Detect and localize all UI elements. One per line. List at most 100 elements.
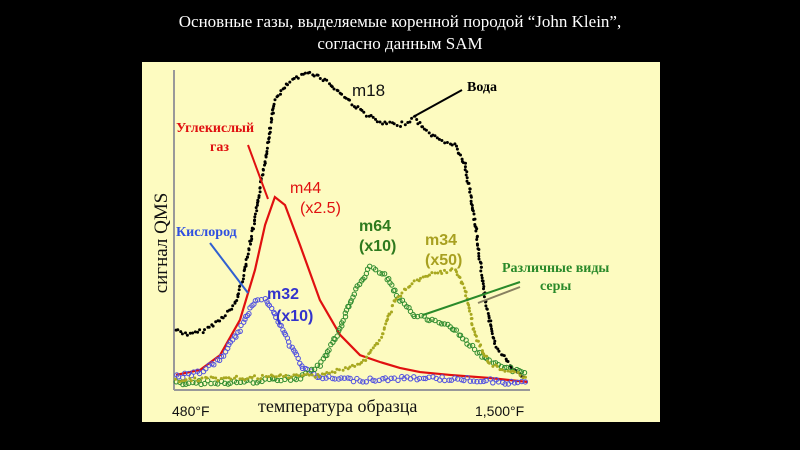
data-point: [436, 271, 440, 275]
data-point: [334, 333, 340, 339]
data-point: [333, 371, 337, 374]
data-point: [342, 310, 348, 316]
data-point: [453, 142, 457, 146]
data-point: [356, 105, 360, 109]
sulfur-label-line-1: Различные виды: [502, 261, 610, 276]
data-point: [350, 294, 356, 300]
data-point: [403, 123, 407, 127]
data-point: [378, 120, 382, 124]
data-point: [399, 125, 402, 128]
data-point: [218, 319, 222, 323]
data-point: [455, 144, 458, 148]
data-point: [267, 136, 271, 140]
data-point: [491, 364, 495, 368]
data-point: [421, 375, 427, 382]
data-point: [180, 379, 184, 383]
data-point: [474, 334, 478, 338]
data-point: [464, 294, 468, 298]
data-point: [320, 375, 326, 382]
data-point: [386, 317, 390, 321]
x-tick-label-max: 1,500°F: [475, 403, 525, 419]
data-point: [480, 273, 484, 277]
data-point: [182, 370, 188, 376]
data-point: [216, 379, 220, 382]
data-point: [231, 304, 235, 308]
data-point: [470, 317, 474, 320]
data-point: [442, 377, 448, 384]
data-point: [502, 354, 506, 358]
data-point: [180, 381, 186, 388]
data-point: [179, 330, 183, 334]
data-point: [200, 376, 204, 380]
data-point: [372, 267, 379, 273]
data-point: [188, 331, 192, 335]
data-point: [443, 141, 447, 145]
data-point: [391, 304, 394, 307]
data-point: [477, 254, 481, 258]
data-point: [477, 252, 481, 255]
data-point: [280, 327, 286, 333]
x-axis-label: температура образца: [258, 396, 418, 416]
data-point: [256, 377, 260, 381]
data-point: [464, 173, 468, 177]
data-point: [279, 373, 282, 377]
data-point: [190, 379, 196, 386]
data-point: [288, 80, 292, 84]
data-point: [490, 380, 496, 386]
data-point: [253, 212, 257, 216]
data-point: [183, 381, 189, 387]
data-point: [350, 363, 354, 367]
data-point: [373, 343, 377, 347]
m32-label: m32: [267, 286, 300, 303]
data-point: [469, 312, 473, 316]
data-point: [201, 331, 205, 335]
data-point: [307, 373, 311, 377]
data-point: [227, 380, 233, 386]
data-point: [350, 378, 357, 385]
data-point: [500, 368, 504, 372]
data-point: [222, 380, 228, 386]
data-point: [356, 362, 360, 366]
data-point: [482, 285, 486, 288]
data-point: [410, 116, 414, 120]
data-point: [314, 362, 321, 368]
data-point: [508, 378, 514, 385]
data-point: [233, 376, 237, 380]
data-point: [441, 321, 448, 327]
m32-scale-label: (x10): [276, 308, 314, 325]
data-point: [342, 314, 349, 320]
data-point: [392, 122, 396, 126]
data-point: [469, 199, 473, 203]
data-point: [467, 303, 471, 307]
data-point: [237, 288, 241, 292]
data-point: [490, 329, 494, 333]
data-point: [245, 255, 249, 259]
data-point: [374, 117, 377, 121]
data-point: [292, 373, 296, 377]
data-point: [381, 271, 388, 277]
data-point: [267, 140, 271, 144]
data-point: [193, 376, 197, 380]
data-point: [241, 319, 247, 325]
data-point: [417, 279, 421, 283]
data-point: [255, 297, 261, 303]
data-point: [396, 295, 400, 299]
data-point: [479, 269, 483, 273]
data-point: [247, 247, 251, 251]
data-point: [250, 237, 254, 241]
data-point: [461, 282, 465, 286]
data-point: [350, 103, 354, 107]
data-point: [496, 347, 500, 351]
data-point: [487, 316, 491, 320]
data-point: [255, 203, 259, 207]
data-point: [271, 111, 275, 115]
data-point: [246, 252, 250, 256]
y-axis-label: сигнал QMS: [151, 192, 172, 294]
data-point: [205, 376, 209, 380]
data-point: [419, 276, 422, 280]
data-point: [412, 279, 416, 283]
data-point: [385, 122, 389, 126]
data-point: [369, 348, 373, 352]
data-point: [508, 364, 514, 370]
data-point: [202, 380, 208, 387]
